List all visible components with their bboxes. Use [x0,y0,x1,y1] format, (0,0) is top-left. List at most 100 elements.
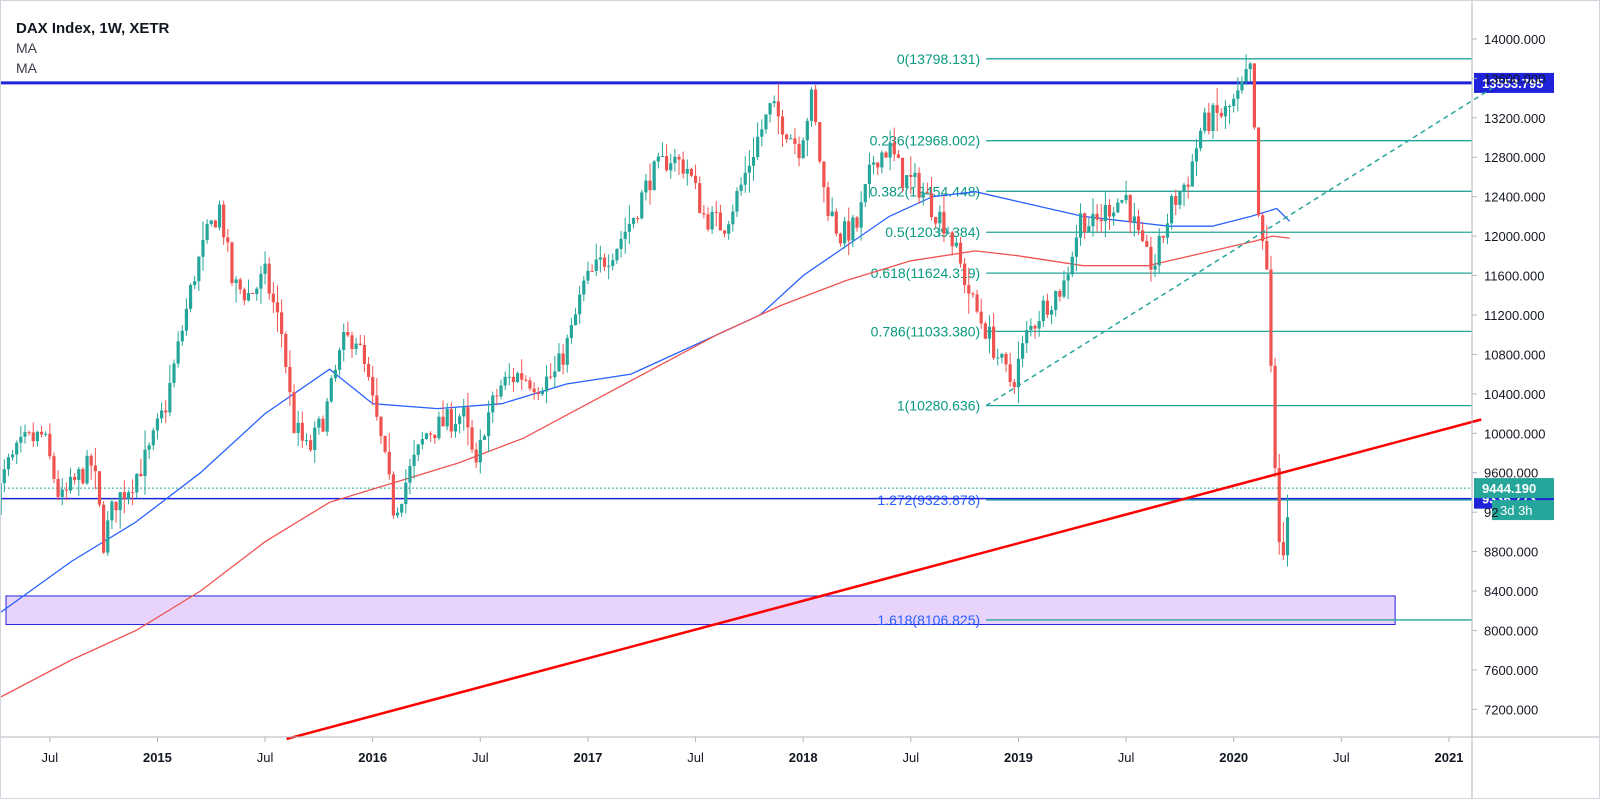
candle-up [615,248,619,261]
candle-up [764,114,768,130]
candle-down [797,143,801,159]
candle-up [515,373,520,383]
candle-up [60,489,64,497]
candle-up [6,457,11,470]
candle-down [271,293,275,303]
candle-up [1182,184,1186,192]
candle-down [164,410,168,413]
candle-up [126,492,131,499]
fib-level-label: 0.5(12039.384) [885,224,980,240]
candle-down [230,242,234,283]
candle-up [569,325,573,339]
candle-up [23,432,27,437]
candle-up [747,165,751,173]
candle-up [954,242,958,247]
fib-level-label: 0(13798.131) [897,51,980,67]
candle-down [1107,204,1112,217]
candle-up [159,410,164,419]
candle-up [1066,274,1070,281]
fib-level-label: 0.786(11033.380) [871,323,981,339]
fib-level-label: 0.618(11624.319) [871,265,981,281]
candle-up [751,157,756,166]
candle-up [830,211,834,216]
candle-up [731,211,735,225]
candle-down [689,168,694,176]
candle-down [536,392,540,395]
candle-up [669,163,673,171]
candle-up [478,439,482,463]
candle-down [520,373,524,380]
price-tick-label: 10400.000 [1484,387,1545,402]
time-tick-label: 2019 [1004,750,1033,765]
price-tick-label: 8800.000 [1484,545,1538,560]
candle-down [648,180,652,191]
candle-down [664,156,669,171]
candle-up [491,395,495,413]
candle-down [81,469,85,484]
candle-down [702,213,706,215]
candle-up [1112,212,1116,217]
candle-down [698,183,702,214]
candle-down [366,363,371,377]
candle-down [1004,353,1008,365]
candle-up [1070,256,1074,275]
time-tick-label: 2016 [358,750,387,765]
candle-down [780,116,785,135]
candle-up [296,422,300,433]
candle-up [1240,81,1244,91]
candle-down [449,409,453,432]
candle-up [1016,358,1021,388]
candle-up [921,192,925,198]
candle-up [1132,216,1136,223]
candle-up [19,436,23,443]
candle-up [1091,213,1095,227]
candle-down [1033,325,1037,329]
candle-down [929,193,934,218]
candle-down [97,471,102,505]
candle-up [400,504,404,513]
time-tick-label: Jul [42,750,59,765]
candle-up [499,385,503,397]
candle-up [727,224,731,234]
candle-down [280,312,284,335]
price-tick-label: 14000.000 [1484,32,1545,47]
candle-up [1020,343,1025,359]
price-tick-label: 13200.000 [1484,111,1545,126]
candle-up [205,223,209,240]
candle-down [39,431,44,435]
candle-down [814,89,818,123]
candle-down [1095,213,1099,220]
candle-up [462,407,466,417]
price-tick-label: 7200.000 [1484,702,1538,717]
candle-up [913,172,917,177]
candle-up [354,343,358,350]
candle-up [1248,63,1252,70]
candles-layer [0,54,1290,567]
price-tick-label: 8400.000 [1484,584,1538,599]
candle-up [1244,69,1248,82]
candle-up [135,473,139,493]
candle-up [851,217,855,241]
candle-up [217,204,222,228]
candle-down [793,138,797,144]
candle-down [934,217,938,224]
price-tick-label: 12800.000 [1484,150,1545,165]
candle-up [1165,223,1170,238]
candle-down [1252,63,1256,128]
candle-down [838,233,843,244]
ma-legend-2[interactable]: MA [16,60,37,76]
price-badge [1474,72,1554,93]
candle-down [350,335,354,350]
candle-down [975,294,979,312]
candle-up [263,263,267,274]
ma-legend-1[interactable]: MA [16,40,37,56]
candle-down [549,376,553,378]
time-tick-label: 2015 [143,750,172,765]
chart-title[interactable]: DAX Index, 1W, XETR [16,20,170,37]
candle-down [56,478,60,497]
candle-up [611,260,615,266]
candle-up [486,412,491,437]
candle-down [441,416,445,427]
candle-down [855,217,859,228]
